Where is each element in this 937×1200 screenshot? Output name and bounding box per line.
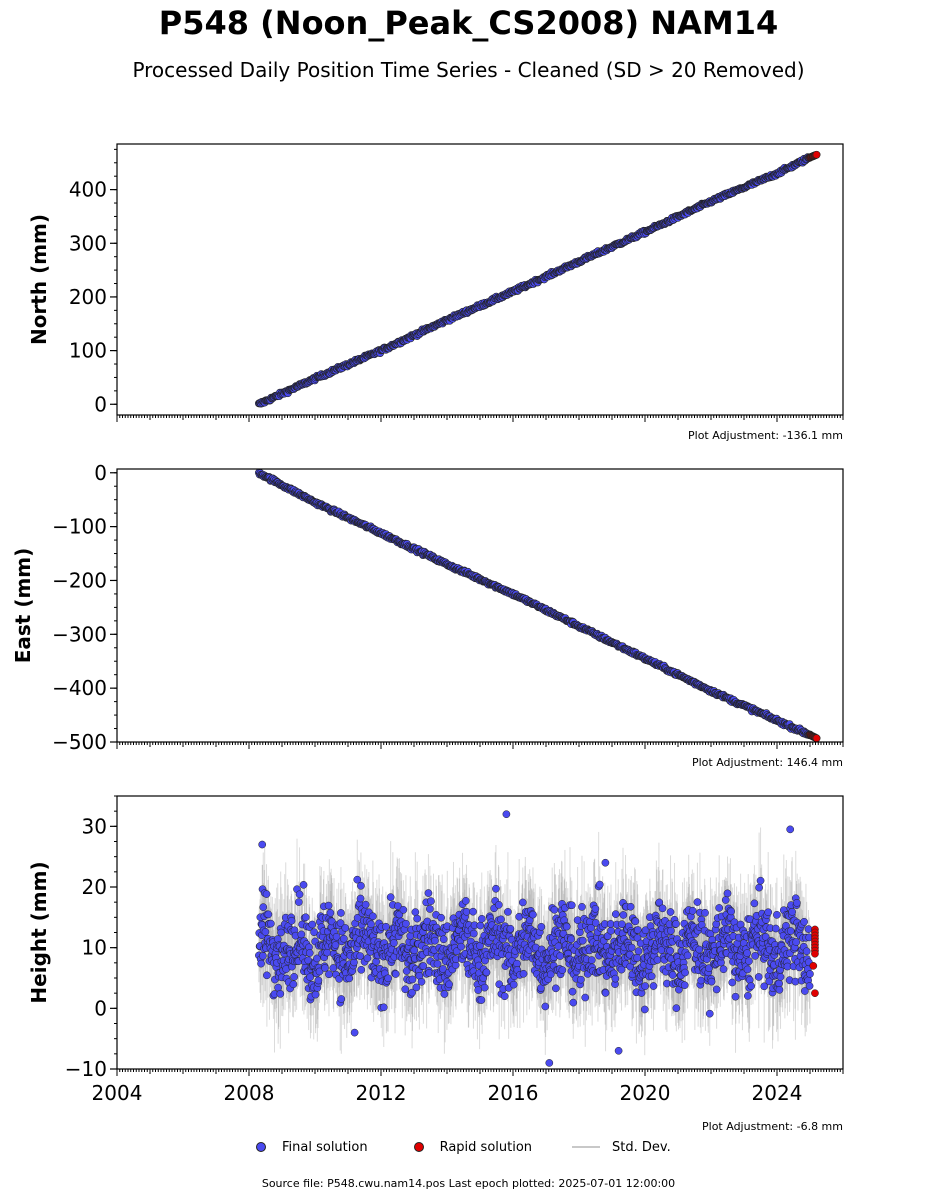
y-tick-label: −400 [52,676,107,700]
plot-area [255,810,819,1067]
chart-title: P548 (Noon_Peak_CS2008) NAM14 [158,4,779,42]
rapid-points [806,731,821,742]
y-tick-label: 0 [94,392,107,416]
panel-height: 2004 2008 2012 2016 2020 2024−100102030Height… [27,795,844,1133]
panel-east: 0 −100 −200 −300 −400 −500 East (mm) Plot Adjus… [11,461,844,769]
y-tick-label: 300 [69,231,107,255]
chart-subtitle: Processed Daily Position Time Series - C… [132,58,805,82]
rapid-point [812,150,821,159]
plot-adjustment-note: Plot Adjustment: 146.4 mm [692,756,843,769]
y-tick-label: 0 [94,461,107,485]
y-ticks: 0 100 200 300 400 [69,148,117,416]
final-points [254,153,814,408]
x-ticks [116,742,844,749]
plot-area [254,150,821,408]
y-axis-label: East (mm) [11,548,35,664]
y-tick-label: −300 [52,622,107,646]
final-points [255,469,814,739]
y-axis-label: North (mm) [27,214,51,345]
y-tick-label: 100 [69,339,107,363]
plot-area [255,469,821,742]
plot-adjustment-note: Plot Adjustment: -136.1 mm [688,429,843,442]
x-ticks [116,415,844,422]
y-tick-label: −100 [52,515,107,539]
rapid-points [806,150,821,162]
y-tick-label: −200 [52,568,107,592]
rapid-point [812,734,821,742]
y-ticks: 0 −100 −200 −300 −400 −500 [52,461,117,754]
y-tick-label: 400 [69,178,107,202]
axes-frame [116,143,844,416]
y-tick-label: −500 [52,730,107,754]
y-tick-label: 200 [69,285,107,309]
panel-north: 0 100 200 300 400 North (mm) Plot Adjustment: … [27,143,844,442]
